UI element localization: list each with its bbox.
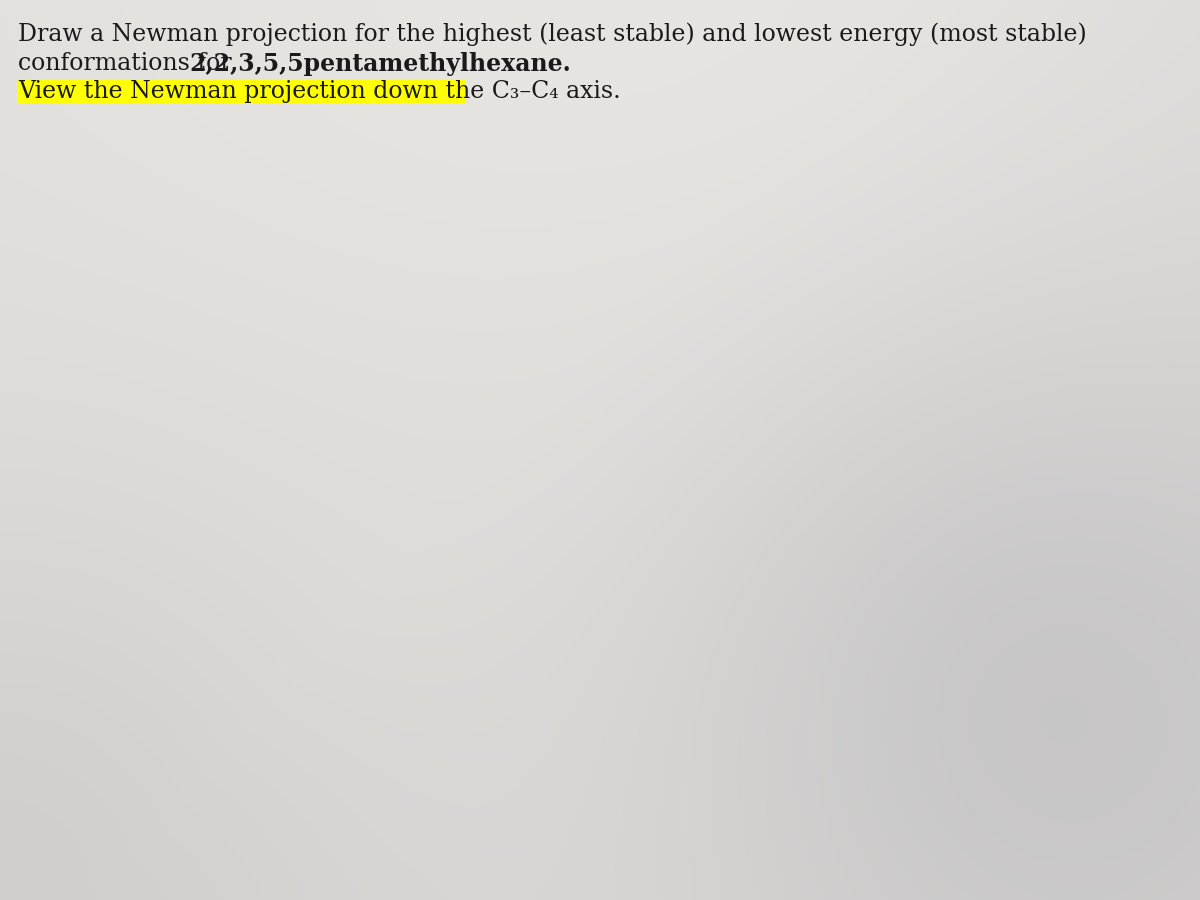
Text: Draw a Newman projection for the highest (least stable) and lowest energy (most : Draw a Newman projection for the highest… (18, 22, 1087, 46)
Text: 2,2,3,5,5pentamethylhexane.: 2,2,3,5,5pentamethylhexane. (190, 52, 571, 76)
FancyBboxPatch shape (17, 80, 466, 103)
Text: View the Newman projection down the C₃–C₄ axis.: View the Newman projection down the C₃–C… (18, 80, 620, 103)
Text: conformations for: conformations for (18, 52, 239, 75)
